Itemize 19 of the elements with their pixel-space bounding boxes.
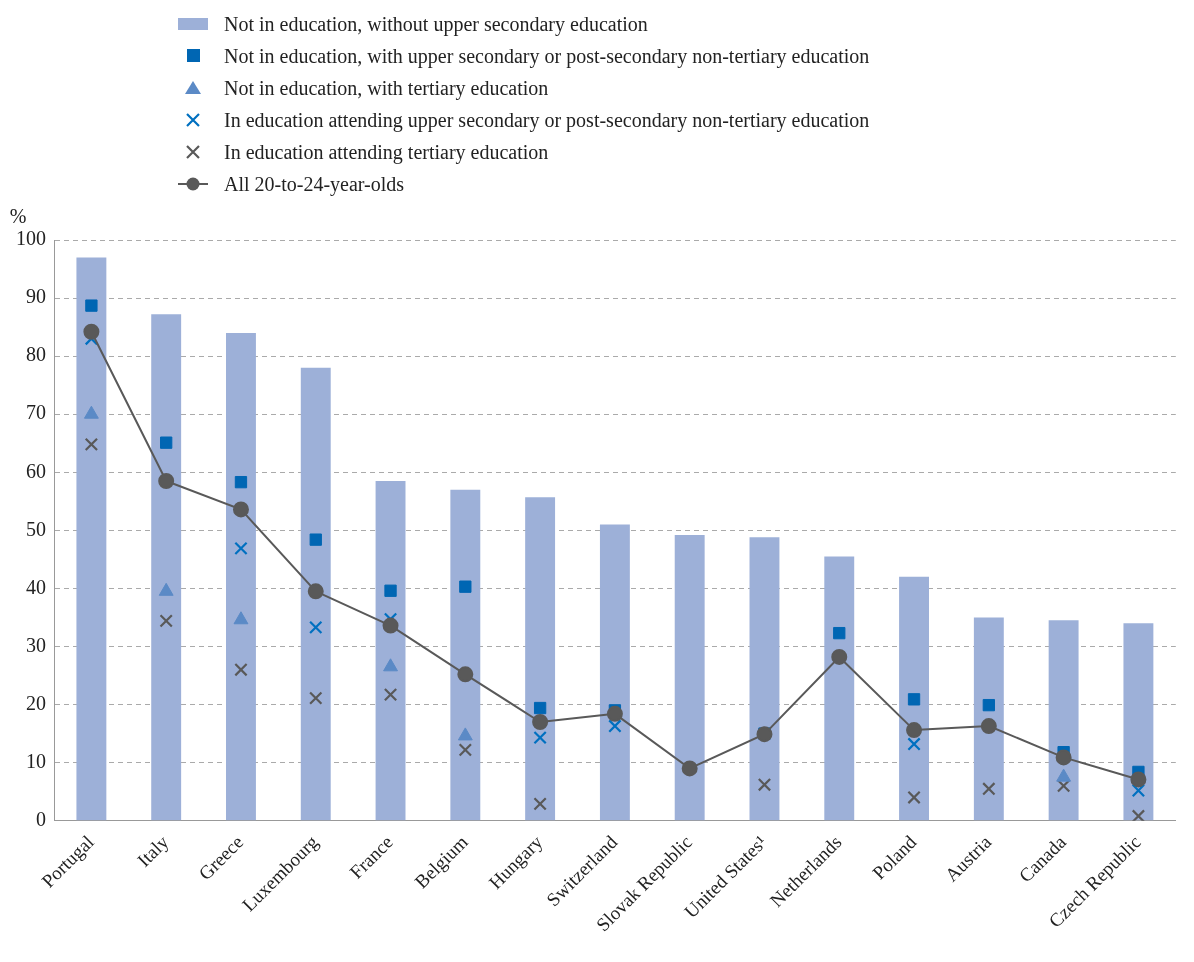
x-tick-label: Italy (133, 830, 173, 871)
y-tick-label: 50 (26, 517, 46, 540)
y-axis-title: % (9, 205, 27, 228)
y-tick-label: 70 (26, 401, 46, 424)
legend-label: All 20-to-24-year-olds (224, 172, 405, 196)
legend-label: Not in education, with upper secondary or post-secondary non-tertiary education (224, 44, 870, 68)
y-tick-label: 10 (26, 749, 46, 772)
legend-label: Not in education, without upper secondary education (224, 12, 648, 36)
y-tick-label: 30 (26, 633, 46, 656)
legend-label: In education attending tertiary education (224, 140, 549, 164)
y-tick-label: 100 (16, 227, 46, 250)
y-tick-label: 0 (36, 807, 46, 830)
y-tick-label: 60 (26, 459, 46, 482)
y-tick-label: 40 (26, 575, 46, 598)
y-tick-label: 90 (26, 285, 46, 308)
legend-label: Not in education, with tertiary education (224, 76, 549, 100)
y-tick-label: 80 (26, 343, 46, 366)
legend-label: In education attending upper secondary or post-secondary non-tertiary education (224, 108, 870, 132)
y-tick-label: 20 (26, 691, 46, 714)
